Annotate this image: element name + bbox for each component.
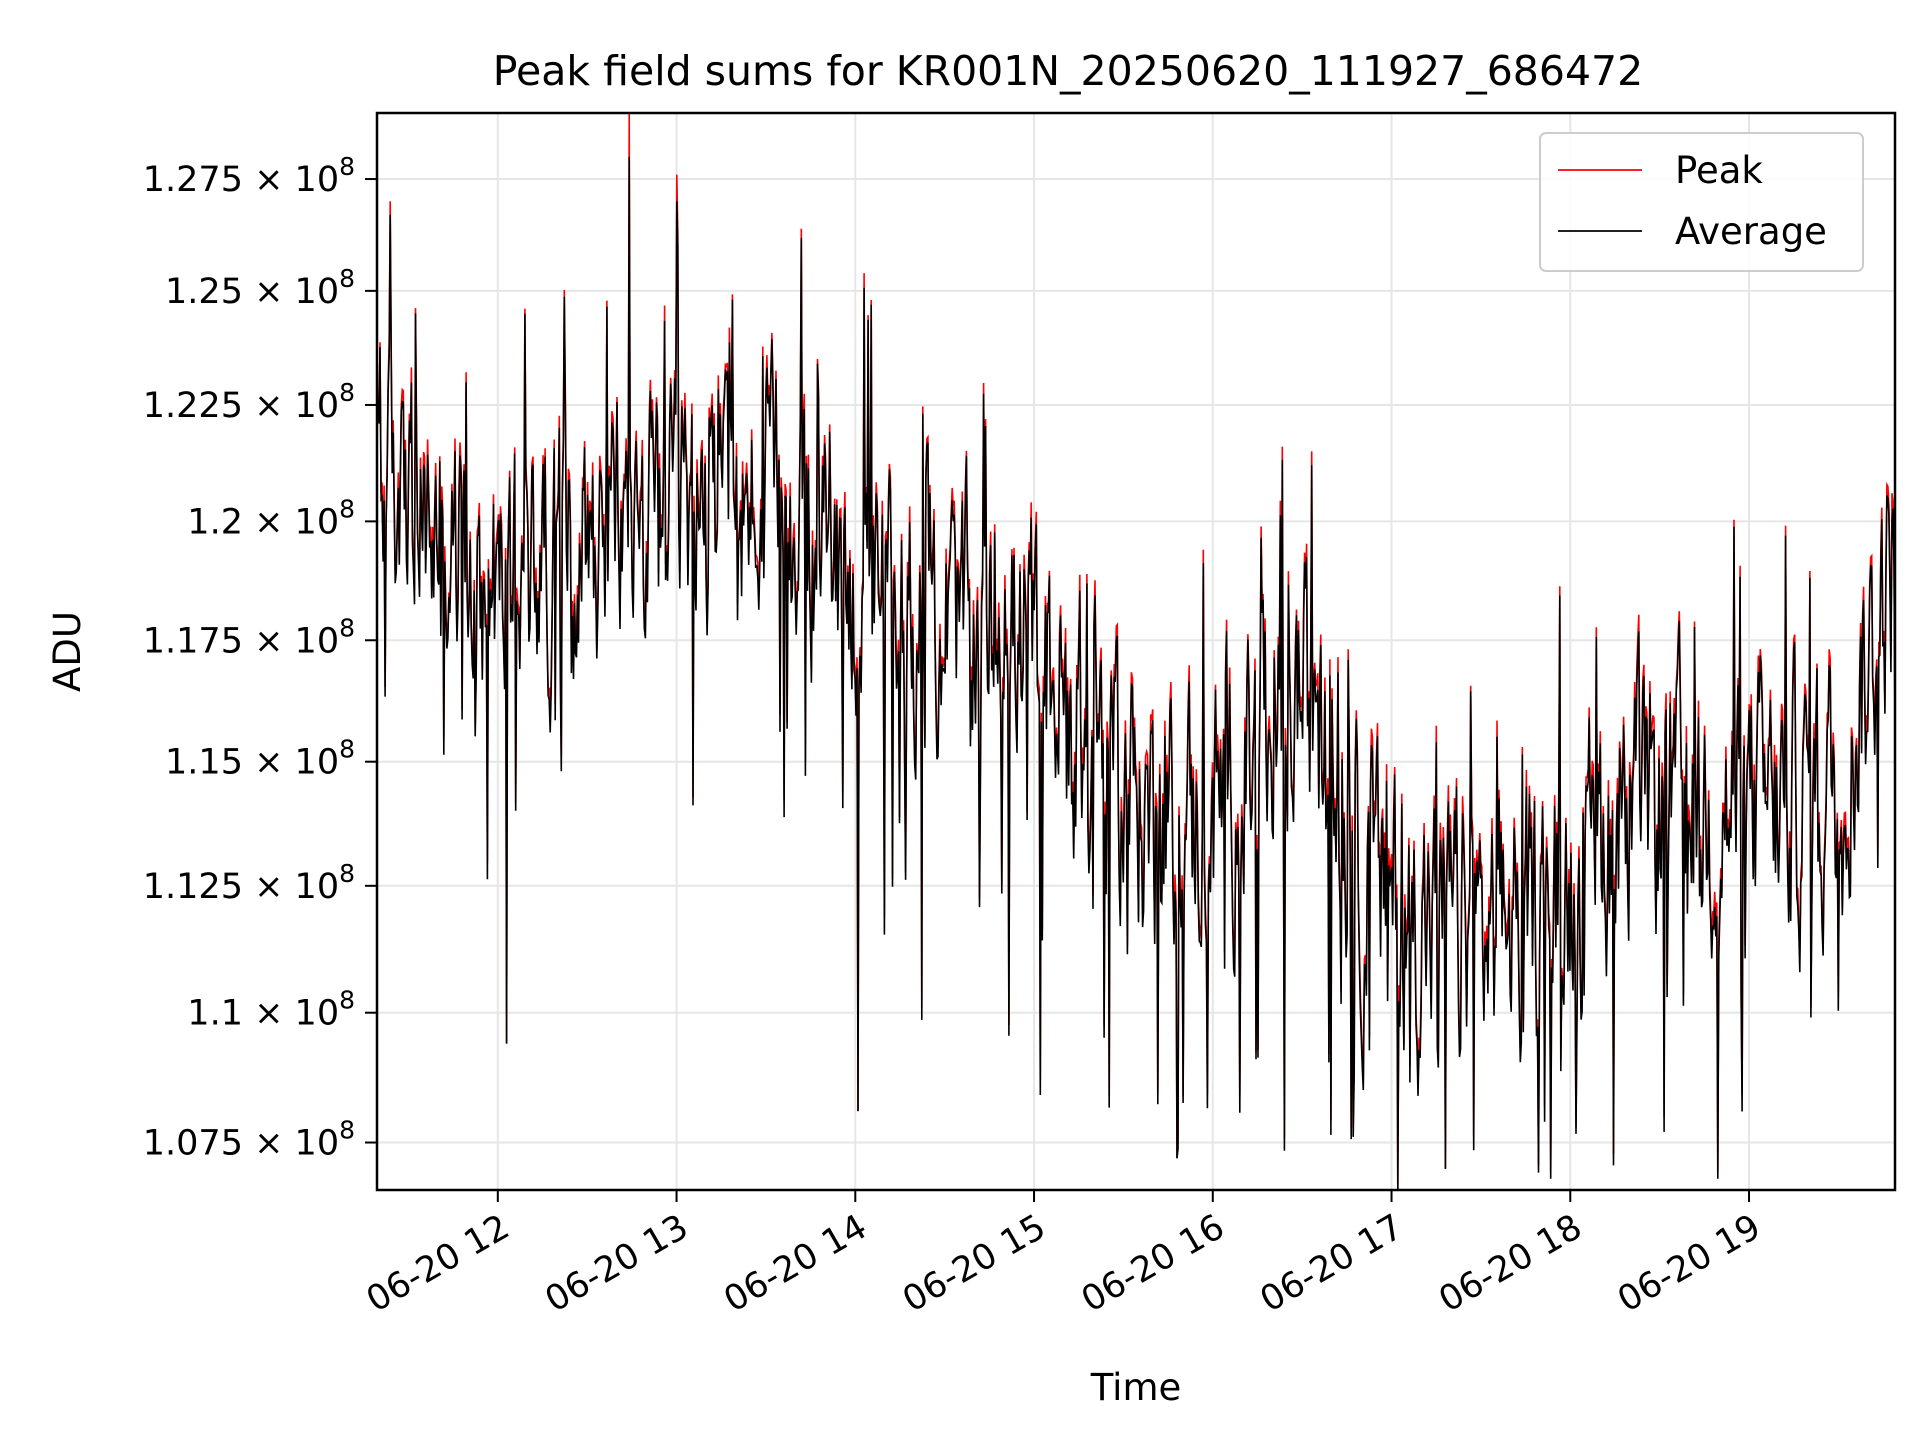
legend-label: Peak [1675, 149, 1763, 192]
grid [377, 113, 1895, 1190]
y-tick-label: 1.075 × 108 [143, 1116, 355, 1164]
y-tick-label: 1.175 × 108 [143, 613, 355, 661]
y-tick-label: 1.25 × 108 [165, 264, 355, 312]
series-line-average [377, 156, 1895, 1190]
plot-frame [375, 111, 1897, 1192]
chart-title: Peak field sums for KR001N_20250620_1119… [493, 47, 1643, 95]
x-axis-label: Time [1090, 1366, 1182, 1409]
series-lines [377, 113, 1895, 1190]
y-tick-label: 1.1 × 108 [187, 986, 355, 1034]
legend: Peak Average [1539, 132, 1864, 272]
legend-label: Average [1675, 210, 1827, 253]
y-tick-label: 1.275 × 108 [143, 152, 355, 200]
y-tick-label: 1.15 × 108 [165, 735, 355, 783]
y-axis: 1.075 × 108 1.1 × 108 1.125 × 108 1.15 × 10… [143, 152, 377, 1164]
y-tick-label: 1.2 × 108 [187, 494, 355, 542]
legend-box [1539, 132, 1864, 272]
y-tick-label: 1.225 × 108 [143, 378, 355, 426]
y-tick-label: 1.125 × 108 [143, 859, 355, 907]
y-axis-label: ADU [46, 611, 89, 692]
